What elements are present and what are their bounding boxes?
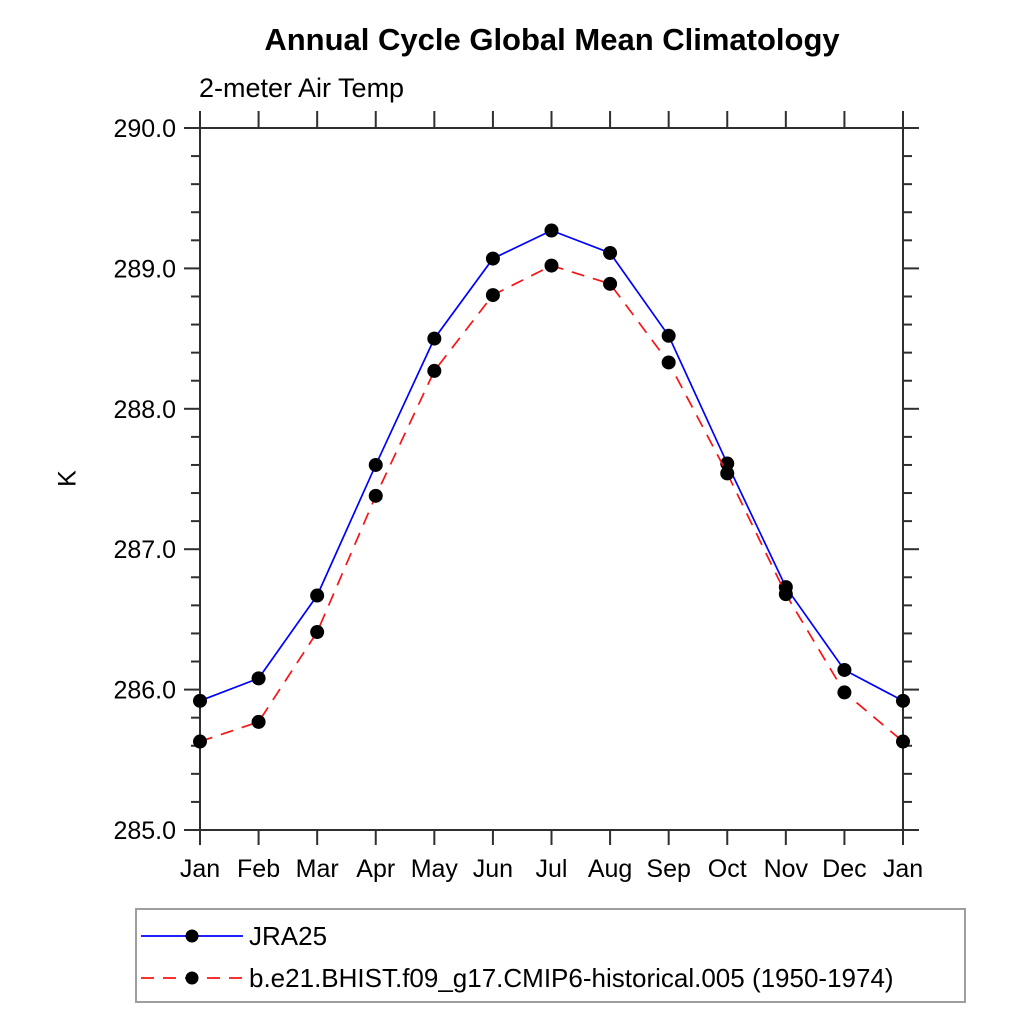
x-tick-label: Jan <box>883 855 923 883</box>
x-tick-label: Oct <box>708 855 747 883</box>
y-tick-label: 288.0 <box>113 396 176 424</box>
chart-title: Annual Cycle Global Mean Climatology <box>264 22 840 57</box>
x-tick-label: Apr <box>356 855 395 883</box>
data-point <box>720 456 735 471</box>
data-point <box>896 734 910 749</box>
data-point <box>251 671 266 686</box>
data-point <box>896 693 910 708</box>
x-tick-label: Aug <box>588 855 632 883</box>
legend-box <box>135 908 966 1003</box>
x-tick-label: Jan <box>180 855 220 883</box>
data-point <box>485 288 500 303</box>
legend-label: JRA25 <box>249 921 327 951</box>
legend-marker <box>185 971 199 985</box>
data-point <box>544 223 559 238</box>
data-point <box>837 662 852 677</box>
data-point <box>310 588 325 603</box>
x-tick-label: May <box>411 855 459 883</box>
data-point <box>778 587 793 602</box>
data-point <box>368 457 383 472</box>
y-tick-label: 290.0 <box>113 115 176 143</box>
data-point <box>720 466 735 481</box>
x-tick-label: Dec <box>822 855 866 883</box>
data-point <box>427 363 442 378</box>
data-point <box>837 685 852 700</box>
data-point <box>368 488 383 503</box>
x-tick-label: Sep <box>646 855 690 883</box>
data-point <box>603 245 618 260</box>
x-tick-label: Jun <box>473 855 513 883</box>
y-tick-label: 285.0 <box>113 817 176 845</box>
y-tick-label: 286.0 <box>113 677 176 705</box>
data-point <box>193 734 207 749</box>
data-point <box>310 625 325 640</box>
x-tick-label: Jul <box>536 855 568 883</box>
data-point <box>193 693 207 708</box>
data-point <box>661 355 676 370</box>
data-point <box>251 714 266 729</box>
data-point <box>603 276 618 291</box>
y-tick-label: 289.0 <box>113 255 176 283</box>
x-tick-label: Feb <box>237 855 280 883</box>
x-tick-label: Mar <box>296 855 339 883</box>
x-tick-label: Nov <box>764 855 809 883</box>
data-point <box>661 328 676 343</box>
data-point <box>427 331 442 346</box>
legend-marker <box>185 929 199 943</box>
data-point <box>485 251 500 266</box>
y-tick-label: 287.0 <box>113 536 176 564</box>
series-line-1 <box>199 264 904 743</box>
chart-subtitle: 2-meter Air Temp <box>199 73 405 103</box>
legend-label: b.e21.BHIST.f09_g17.CMIP6-historical.005… <box>249 963 894 993</box>
series-line-0 <box>199 229 904 702</box>
data-point <box>544 258 559 273</box>
